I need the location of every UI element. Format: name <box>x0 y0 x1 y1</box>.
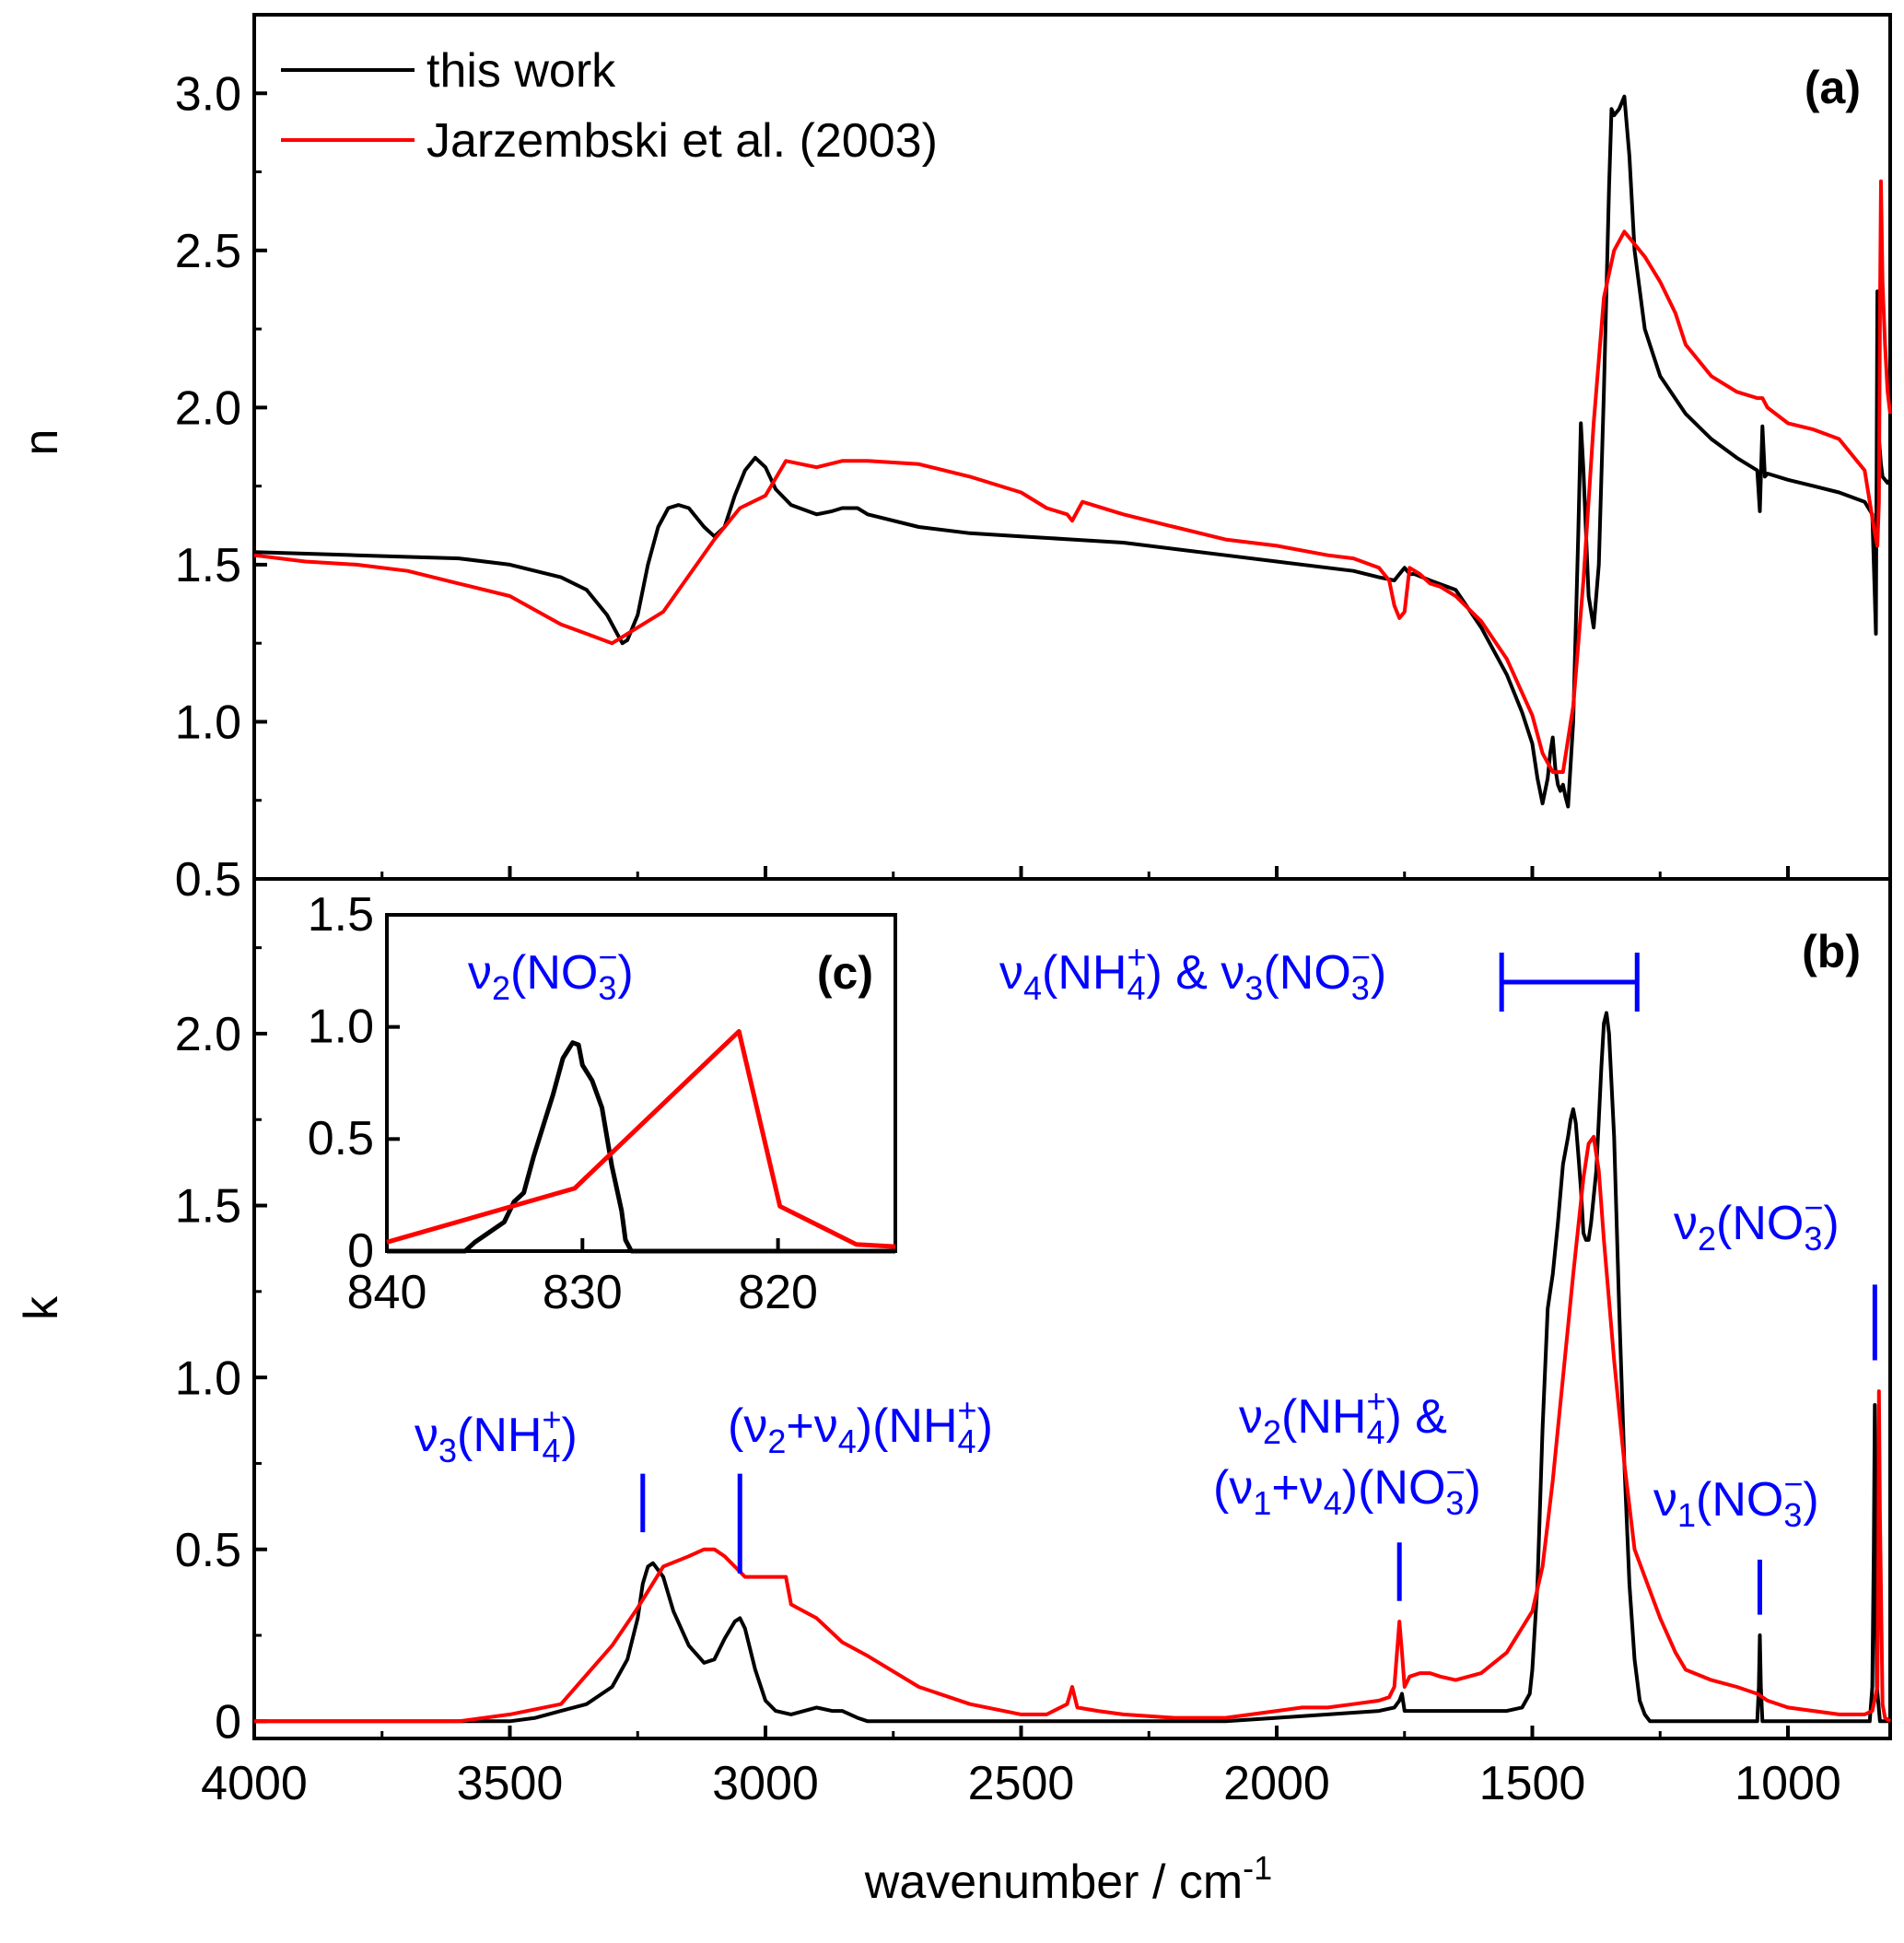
panel-a-label: (a) <box>1805 62 1861 113</box>
ytick-label-c-3: 1.5 <box>308 888 374 942</box>
legend: this work Jarzembski et al. (2003) <box>281 44 938 168</box>
panel-c-label: (c) <box>817 947 873 999</box>
ytick-label-a-3: 2.0 <box>175 382 241 436</box>
annot-nu1-nu4-no3-line2: (ν1+ν4)(NO3−) <box>1213 1453 1481 1522</box>
panel-a-y-axis-title: n <box>15 429 68 456</box>
xtick-label-b-5: 1500 <box>1479 1757 1586 1810</box>
ytick-label-b-2: 1.0 <box>175 1352 241 1405</box>
xtick-label-c-0: 840 <box>347 1266 427 1319</box>
panel-b-y-ticks: 0 0.5 1.0 1.5 2.0 <box>175 946 267 1750</box>
legend-label-this-work: this work <box>426 44 616 98</box>
panel-c-y-ticks: 0 0.5 1.0 1.5 <box>308 888 400 1278</box>
annot-nu2-nu4-nh4: (ν2+ν4)(NH4+) <box>728 1391 993 1460</box>
xtick-label-b-4: 2000 <box>1223 1757 1330 1810</box>
xtick-label-b-3: 2500 <box>968 1757 1075 1810</box>
ytick-label-c-2: 1.0 <box>308 1000 374 1053</box>
panel-c-x-ticks: 840 830 820 <box>347 1238 818 1319</box>
ytick-label-a-2: 1.5 <box>175 539 241 592</box>
annot-nu3-nh4: ν3(NH4+) <box>415 1400 578 1469</box>
annot-inset-nu2-no3: ν2(NO3−) <box>468 938 634 1007</box>
annot-nu2-nh4-line1: ν2(NH4+) & <box>1239 1382 1447 1451</box>
series-line-a-1 <box>253 179 1892 774</box>
annot-nu1-no3: ν1(NO3−) <box>1653 1465 1819 1534</box>
xtick-label-b-1: 3500 <box>457 1757 564 1810</box>
panel-a-y-ticks: 0.5 1.0 1.5 2.0 2.5 3.0 <box>175 13 267 907</box>
panel-a-series <box>253 94 1892 809</box>
ytick-label-b-1: 0.5 <box>175 1524 241 1577</box>
x-axis-title: wavenumber / cm-1 <box>864 1849 1272 1909</box>
ytick-label-c-1: 0.5 <box>308 1112 374 1165</box>
legend-label-jarzembski: Jarzembski et al. (2003) <box>426 114 938 168</box>
ytick-label-c-0: 0 <box>347 1224 374 1278</box>
series-line-c-1 <box>386 1029 896 1249</box>
series-line-b-0 <box>254 1011 1890 1724</box>
panel-a-x-ticks <box>252 866 1790 879</box>
ytick-label-a-0: 0.5 <box>175 853 241 907</box>
ytick-label-a-5: 3.0 <box>175 67 241 121</box>
panel-b-label: (b) <box>1802 926 1861 977</box>
panel-c-background <box>387 915 895 1251</box>
xtick-label-b-2: 3000 <box>712 1757 819 1810</box>
panel-b-x-ticks: 4000 3500 3000 2500 2000 1500 1000 <box>201 1726 1841 1810</box>
ytick-label-a-1: 1.0 <box>175 696 241 750</box>
xtick-label-b-0: 4000 <box>201 1757 308 1810</box>
xtick-label-c-1: 830 <box>543 1266 623 1319</box>
series-line-b-1 <box>254 1134 1892 1724</box>
xtick-label-b-6: 1000 <box>1735 1757 1841 1810</box>
ytick-label-b-4: 2.0 <box>175 1008 241 1061</box>
panel-b-y-axis-title: k <box>15 1295 68 1320</box>
annot-nu2-no3-main: ν2(NO3−) <box>1674 1188 1840 1258</box>
panel-b: 0 0.5 1.0 1.5 2.0 4000 3500 3000 2500 2000 1500 10… <box>15 877 1892 1909</box>
panel-b-annotation-markers <box>640 952 1877 1615</box>
ytick-label-b-3: 1.5 <box>175 1180 241 1234</box>
xtick-label-c-2: 820 <box>738 1266 818 1319</box>
ytick-label-a-4: 2.5 <box>175 225 241 278</box>
panel-b-series <box>254 1011 1892 1724</box>
series-line-a-0 <box>253 94 1892 809</box>
annot-nu4-nh4-nu3-no3: ν4(NH4+) & ν3(NO3−) <box>999 938 1386 1007</box>
panel-a: 0.5 1.0 1.5 2.0 2.5 3.0 n (a) this work Jarze… <box>15 13 1892 907</box>
panel-c-inset: 0 0.5 1.0 1.5 840 830 820 (c) ν2(NO3−) <box>308 888 897 1319</box>
panel-c-series <box>386 1029 896 1254</box>
series-line-c-0 <box>387 1040 895 1254</box>
ytick-label-b-0: 0 <box>215 1696 241 1750</box>
panel-b-frame <box>252 877 1892 1740</box>
